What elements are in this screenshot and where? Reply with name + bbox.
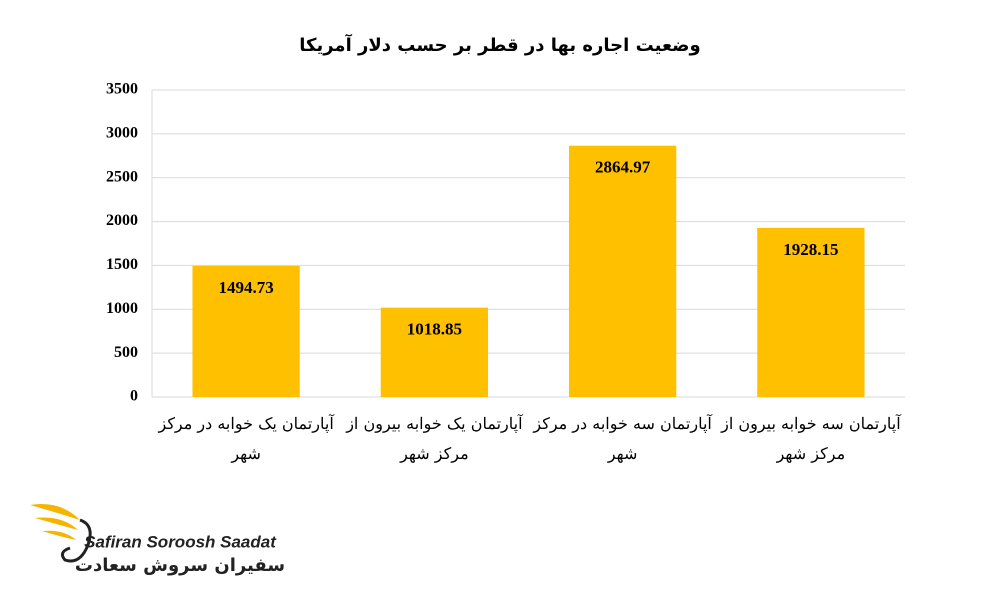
x-tick-label: آپارتمان یک خوابه بیرون از مرکز شهر xyxy=(346,414,523,463)
chart-title: وضعیت اجاره بها در قطر بر حسب دلار آمریک… xyxy=(299,33,700,56)
y-tick-label: 1500 xyxy=(106,256,138,273)
data-label: 1928.15 xyxy=(783,240,838,259)
logo-wing xyxy=(35,517,78,530)
bar xyxy=(757,227,865,397)
bar xyxy=(380,307,489,397)
y-tick-label: 3500 xyxy=(106,81,138,98)
logo-persian: سفیران سروش سعادت xyxy=(75,555,285,576)
logo: Safiran Soroosh Saadat سفیران سروش سعادت xyxy=(30,504,285,576)
bar xyxy=(568,145,677,397)
logo-swirl xyxy=(60,518,92,563)
y-tick-label: 500 xyxy=(114,344,138,361)
data-label: 2864.97 xyxy=(595,158,651,177)
y-tick-label: 0 xyxy=(130,388,138,405)
bar xyxy=(192,265,300,397)
logo-latin: Safiran Soroosh Saadat xyxy=(84,532,277,551)
x-tick-label: آپارتمان سه خوابه در مرکز شهر xyxy=(533,414,712,463)
data-label: 1494.73 xyxy=(219,278,274,297)
x-tick-label: آپارتمان سه خوابه بیرون از مرکز شهر xyxy=(721,414,901,463)
logo-wing xyxy=(42,530,76,540)
y-tick-label: 2500 xyxy=(106,168,138,185)
y-tick-label: 2000 xyxy=(106,212,138,229)
x-tick-label: آپارتمان یک خوابه در مرکز شهر xyxy=(158,414,334,463)
data-label: 1018.85 xyxy=(407,320,462,339)
y-tick-label: 3000 xyxy=(106,125,138,142)
y-tick-label: 1000 xyxy=(106,300,138,317)
logo-wing xyxy=(30,504,80,520)
